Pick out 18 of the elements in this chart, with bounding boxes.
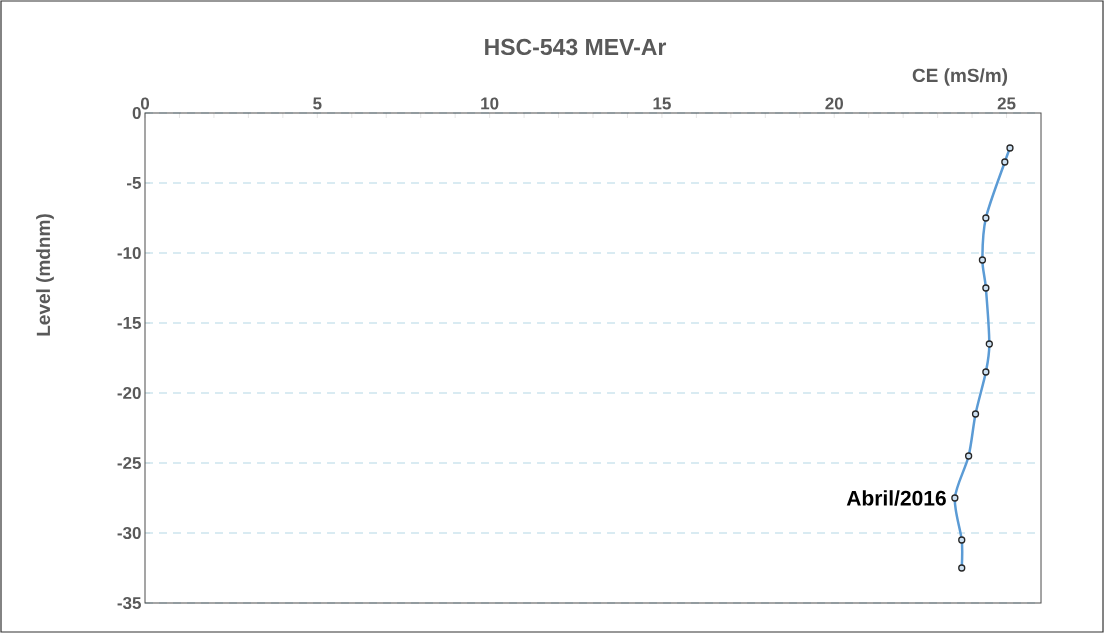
y-tick-label: 0 [132, 106, 141, 120]
chart-title: HSC-543 MEV-Ar [485, 38, 667, 56]
y-axis-title: Level (mdnm) [36, 214, 54, 336]
y-tick-label: -35 [117, 596, 141, 610]
y-tick-label: -20 [117, 386, 141, 400]
x-tick-label: 0 [140, 97, 150, 110]
x-axis-title: CE (mS/m) [912, 68, 1008, 86]
y-tick-label: -25 [117, 456, 141, 470]
x-tick-label: 15 [653, 97, 671, 110]
x-tick-label: 5 [313, 97, 322, 110]
y-tick-label: -30 [117, 526, 141, 540]
y-tick-label: -5 [127, 177, 141, 189]
x-tick-label: 25 [997, 97, 1016, 110]
x-tick-label: 10 [481, 97, 499, 110]
annotation: Abril/2016 [846, 490, 946, 506]
y-tick-label: -15 [117, 317, 141, 329]
x-tick-label: 20 [825, 97, 843, 110]
y-tick-label: -10 [117, 246, 141, 260]
